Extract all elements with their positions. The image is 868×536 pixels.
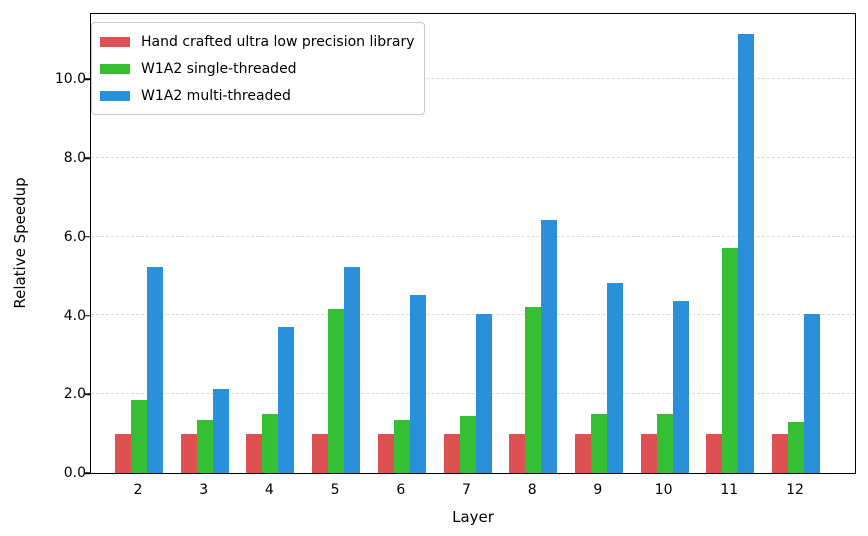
bar-single-threaded	[196, 419, 213, 473]
bar-hand-crafted	[312, 433, 329, 473]
bar-multi-threaded	[804, 313, 820, 473]
legend-item: Hand crafted ultra low precision library	[100, 28, 415, 55]
y-tick-mark	[85, 236, 90, 238]
bar-single-threaded	[459, 415, 476, 473]
x-tick-label: 5	[330, 482, 340, 498]
gridline	[91, 314, 855, 316]
bar-multi-threaded	[738, 33, 755, 473]
y-tick-label: 2.0	[63, 386, 86, 403]
y-tick-label: 0.0	[63, 465, 86, 482]
y-tick-mark	[85, 157, 90, 159]
plot-area	[90, 13, 856, 474]
x-tick-label: 9	[593, 482, 603, 498]
gridline	[91, 235, 855, 237]
bar-single-threaded	[525, 307, 542, 473]
y-tick-label: 4.0	[63, 307, 86, 324]
x-tick-label: 12	[786, 482, 804, 498]
gridline	[91, 156, 855, 158]
bar-single-threaded	[131, 400, 147, 473]
gridline	[91, 393, 855, 395]
x-tick-label: 10	[654, 482, 673, 498]
bar-single-threaded	[722, 248, 739, 473]
bar-hand-crafted	[377, 433, 394, 473]
y-tick-label: 6.0	[63, 228, 86, 245]
bar-hand-crafted	[246, 433, 263, 473]
bar-single-threaded	[328, 309, 345, 473]
x-tick-label: 8	[527, 482, 537, 498]
y-tick-label: 10.0	[54, 71, 86, 88]
bar-hand-crafted	[443, 433, 460, 473]
y-tick-mark	[85, 314, 90, 317]
x-tick-label: 2	[133, 482, 143, 498]
legend-item: W1A2 single-threaded	[100, 55, 415, 82]
bar-multi-threaded	[606, 283, 623, 473]
bar-multi-threaded	[344, 266, 361, 473]
y-tick-mark	[85, 78, 90, 80]
legend-swatch-icon	[100, 63, 130, 74]
x-axis-label: Layer	[452, 508, 494, 526]
bar-hand-crafted	[509, 433, 526, 473]
x-tick-label: 11	[720, 482, 739, 498]
legend-swatch-icon	[100, 36, 130, 47]
legend-item: W1A2 multi-threaded	[100, 82, 415, 109]
bar-multi-threaded	[278, 326, 295, 473]
bar-single-threaded	[788, 421, 804, 473]
bar-multi-threaded	[541, 220, 558, 473]
legend: Hand crafted ultra low precision library…	[91, 22, 425, 115]
bar-hand-crafted	[706, 433, 723, 473]
bar-hand-crafted	[772, 433, 788, 473]
y-axis-label: Relative Speedup	[11, 177, 29, 309]
bar-hand-crafted	[640, 433, 657, 473]
legend-label: W1A2 multi-threaded	[141, 87, 291, 104]
x-tick-label: 6	[396, 482, 406, 498]
legend-label: Hand crafted ultra low precision library	[141, 33, 415, 50]
y-tick-mark	[85, 393, 90, 396]
y-tick-label: 8.0	[63, 150, 86, 167]
x-tick-label: 3	[199, 482, 209, 498]
x-tick-label: 7	[462, 482, 471, 498]
y-tick-mark	[85, 472, 90, 474]
legend-label: W1A2 single-threaded	[141, 60, 297, 77]
legend-swatch-icon	[100, 90, 130, 101]
bar-hand-crafted	[180, 433, 197, 473]
bar-single-threaded	[590, 413, 607, 473]
bar-hand-crafted	[574, 433, 591, 473]
bar-multi-threaded	[475, 314, 492, 473]
bar-multi-threaded	[672, 301, 689, 473]
bar-single-threaded	[656, 413, 673, 473]
bar-single-threaded	[393, 419, 410, 473]
bar-multi-threaded	[409, 294, 426, 473]
bar-hand-crafted	[115, 433, 131, 473]
bar-single-threaded	[262, 413, 279, 473]
x-tick-label: 4	[264, 482, 274, 498]
bar-multi-threaded	[147, 267, 163, 473]
gridline	[91, 77, 855, 79]
bar-multi-threaded	[212, 389, 229, 473]
